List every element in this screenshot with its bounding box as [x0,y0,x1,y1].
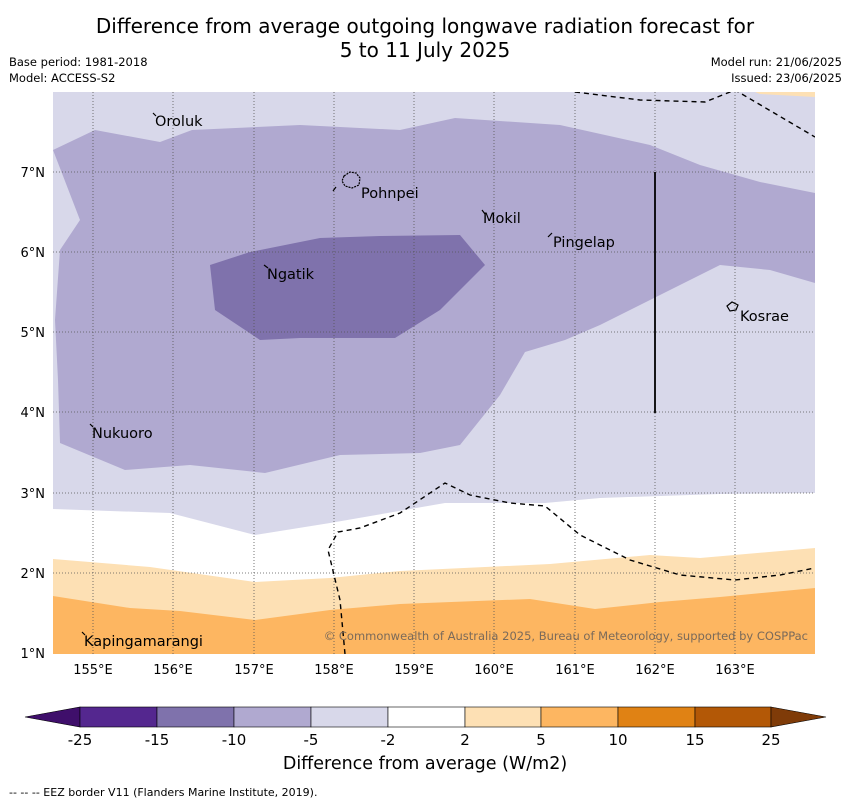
label-ngatik: Ngatik [267,267,315,283]
lat-tick: 2°N [21,567,46,582]
label-pohnpei: Pohnpei [361,186,419,202]
eez-border [327,92,815,654]
label-kosrae: Kosrae [740,309,789,325]
cb-swatch [617,706,696,728]
cb-extend-high [770,706,827,728]
copyright-text: © Commonwealth of Australia 2025, Bureau… [324,629,808,643]
label-mokil: Mokil [483,211,521,227]
meta-left: Base period: 1981-2018 Model: ACCESS-S2 [9,54,148,86]
footer-note: -- -- -- EEZ border V11 (Flanders Marine… [9,786,318,799]
model-run: Model run: 21/06/2025 [710,55,842,69]
label-kapingamarangi: Kapingamarangi [84,634,203,650]
place-labels: Oroluk Pohnpei Mokil Pingelap Ngatik Kos… [84,114,789,650]
cb-swatch [156,706,235,728]
cb-tick: 10 [608,731,627,749]
lon-axis: 155°E 156°E 157°E 158°E 159°E 160°E 161°… [73,663,755,678]
lon-tick: 161°E [555,663,595,678]
cb-swatch [694,706,772,728]
lat-tick: 1°N [21,647,46,662]
lat-tick: 6°N [21,246,46,261]
lon-tick: 162°E [635,663,675,678]
lon-tick: 163°E [715,663,755,678]
cb-tick: 5 [536,731,546,749]
cb-extend-low [24,706,81,728]
cb-swatch [310,706,389,728]
title-line-2: 5 to 11 July 2025 [339,38,511,62]
map-title: Difference from average outgoing longwav… [0,14,850,62]
colorbar-ticks: -25 -15 -10 -5 -2 2 5 10 15 25 [68,731,781,749]
pohnpei-island-icon [341,171,361,189]
kosrae-island-icon [726,301,739,312]
label-oroluk: Oroluk [155,114,203,130]
colorbar-title: Difference from average (W/m2) [282,754,568,774]
lat-tick: 3°N [21,487,46,502]
cb-swatch [387,706,466,728]
lon-tick: 156°E [153,663,193,678]
cb-tick: -2 [381,731,396,749]
label-pingelap: Pingelap [553,235,615,251]
cb-tick: -15 [145,731,170,749]
cb-tick: 15 [685,731,704,749]
cb-swatch [540,706,619,728]
anomaly-light-orange-topright [755,92,815,97]
label-nukuoro: Nukuoro [92,426,153,442]
cb-tick: -10 [222,731,247,749]
cb-tick: 25 [761,731,780,749]
cb-tick: -25 [68,731,93,749]
anomaly-dark-purple [210,235,485,340]
model-name: Model: ACCESS-S2 [9,71,116,85]
lat-tick: 5°N [21,326,46,341]
lon-tick: 158°E [314,663,354,678]
cb-swatch [79,706,158,728]
meta-right: Model run: 21/06/2025 Issued: 23/06/2025 [711,54,842,86]
anomaly-orange [53,588,815,654]
lon-tick: 155°E [73,663,113,678]
colorbar [24,706,827,728]
issued-date: Issued: 23/06/2025 [731,71,842,85]
lon-tick: 160°E [474,663,514,678]
lat-axis: 7°N 6°N 5°N 4°N 3°N 2°N 1°N [21,166,46,662]
title-line-1: Difference from average outgoing longwav… [95,14,755,38]
lat-tick: 4°N [21,406,46,421]
atoll-markers [81,112,553,636]
cb-swatch [233,706,312,728]
cb-tick: -5 [304,731,319,749]
base-period: Base period: 1981-2018 [9,55,148,69]
pohnpei-islet-icon [332,186,337,192]
lon-tick: 159°E [394,663,434,678]
lon-tick: 157°E [234,663,274,678]
cb-swatch [464,706,542,728]
lat-tick: 7°N [21,166,46,181]
map-area [53,92,815,654]
cb-tick: 2 [460,731,470,749]
